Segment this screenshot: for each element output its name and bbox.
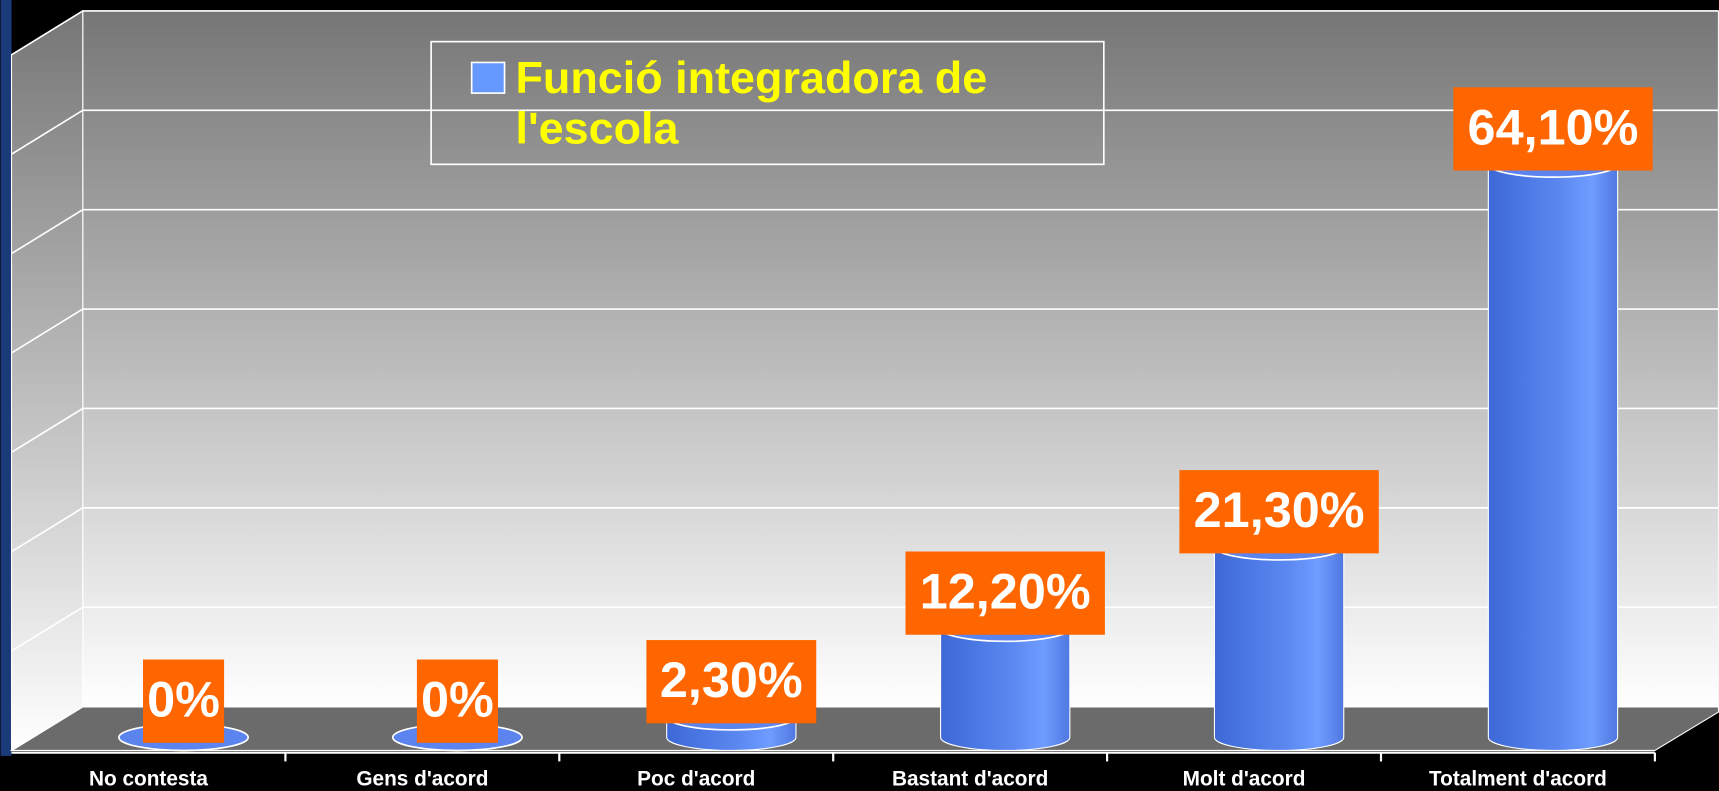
legend-label: Funció integradora de l'escola (515, 52, 988, 154)
value-label: 0% (421, 671, 494, 728)
value-label-box (905, 551, 1105, 635)
x-tick-label: Bastant d'acord (892, 768, 1048, 791)
grid-line (11, 10, 1719, 56)
value-label-box (646, 640, 817, 724)
value-label-box (416, 659, 498, 743)
x-tick-label: No contesta (89, 768, 208, 791)
grid-line (11, 507, 1719, 553)
grid-line (11, 208, 1719, 255)
x-tick-label: Totalment d'acord (1429, 768, 1607, 791)
floor (9, 706, 1719, 752)
legend-entry: Funció integradora de l'escola (515, 52, 988, 154)
value-label-box (142, 659, 225, 743)
value-label: 64,10% (1468, 98, 1639, 155)
x-tick-label: Gens d'acord (356, 768, 488, 791)
x-tick-label: Poc d'acord (637, 768, 755, 791)
bar (940, 628, 1071, 751)
bar (1213, 546, 1345, 751)
grid-line (11, 109, 1719, 155)
grid-line (11, 407, 1719, 454)
legend-swatch (470, 61, 506, 94)
legend-box (430, 40, 1105, 166)
left-strip (0, 0, 12, 756)
x-tick-label: Molt d'acord (1183, 768, 1306, 791)
grid-line (11, 606, 1719, 652)
value-label: 0% (147, 671, 220, 728)
value-label: 21,30% (1194, 481, 1365, 538)
side-wall (10, 9, 84, 752)
value-label-box (1179, 470, 1379, 554)
value-label-box (1453, 87, 1653, 171)
grid-line (11, 705, 1719, 752)
value-label: 12,20% (920, 563, 1091, 620)
value-label: 2,30% (660, 651, 803, 708)
grid-line (11, 308, 1719, 354)
bar (1487, 163, 1619, 751)
